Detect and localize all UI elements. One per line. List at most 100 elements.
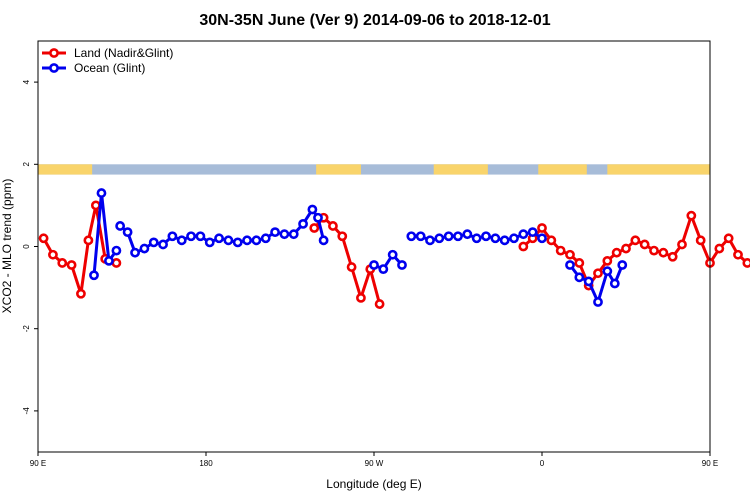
data-point (443, 231, 454, 242)
series-land (38, 200, 750, 309)
data-point (186, 231, 196, 242)
ocean-band (38, 164, 710, 175)
x-axis-label: Longitude (deg E) (326, 477, 421, 491)
data-point (639, 239, 650, 250)
data-point (490, 233, 501, 244)
data-point (593, 268, 603, 279)
data-point (309, 223, 320, 233)
y-tick-label: -2 (22, 325, 31, 333)
data-point (195, 231, 206, 242)
data-point (415, 231, 426, 242)
data-point (667, 251, 678, 262)
y-tick-label: 0 (22, 244, 31, 249)
data-point (115, 221, 126, 231)
data-point (425, 235, 435, 246)
data-point (337, 231, 348, 242)
data-point (346, 262, 357, 272)
data-point (518, 241, 529, 252)
data-point (602, 266, 613, 277)
data-point (167, 231, 178, 242)
data-point (242, 235, 252, 246)
data-point (148, 237, 159, 248)
land-band-segment (433, 164, 488, 175)
data-point (66, 260, 77, 270)
data-point (139, 243, 150, 254)
data-point (481, 231, 491, 242)
data-point (630, 235, 641, 246)
data-point (406, 231, 417, 242)
data-point (38, 233, 49, 244)
data-point (602, 255, 613, 266)
data-point (111, 258, 122, 268)
data-point (695, 235, 706, 246)
data-point (742, 258, 750, 268)
data-point (537, 223, 547, 233)
series-line (92, 191, 118, 276)
y-tick-label: -4 (22, 407, 31, 415)
data-point (499, 235, 510, 246)
x-tick-label: 90 E (30, 459, 46, 468)
y-tick-label: 2 (22, 162, 31, 167)
data-point (57, 258, 68, 268)
data-point (593, 297, 603, 307)
data-point (397, 260, 407, 270)
data-point (555, 245, 566, 256)
data-point (223, 235, 234, 246)
data-point (583, 276, 594, 287)
data-point (313, 212, 323, 223)
data-point (48, 249, 58, 260)
data-point (76, 288, 86, 299)
data-point (96, 188, 107, 198)
data-point (518, 229, 529, 240)
data-point (307, 204, 318, 215)
x-tick-label: 90 W (365, 459, 384, 468)
data-point (374, 299, 385, 309)
data-point (204, 237, 215, 248)
land-band-segment (316, 164, 361, 175)
data-point (130, 247, 140, 258)
data-point (677, 239, 687, 250)
land-ocean-mask-band (38, 164, 710, 175)
data-point (649, 245, 659, 256)
data-point (565, 260, 575, 270)
legend-swatch-marker (49, 48, 59, 58)
x-axis: 90 E 180 90 W 0 90 E (30, 452, 718, 468)
data-point (89, 270, 99, 281)
series-ocean (89, 188, 628, 307)
data-point (434, 233, 445, 244)
data-point (658, 247, 669, 258)
data-point (176, 235, 187, 246)
data-point (251, 235, 262, 246)
legend: Land (Nadir&Glint)Ocean (Glint) (42, 46, 173, 75)
data-point (369, 260, 379, 270)
x-tick-label: 0 (540, 459, 545, 468)
data-point (453, 231, 463, 242)
data-point (714, 243, 725, 254)
data-point (90, 200, 101, 211)
data-point (733, 249, 743, 260)
land-band-segment (607, 164, 710, 175)
land-band-segment (538, 164, 587, 175)
x-tick-label: 180 (199, 459, 213, 468)
series-line (373, 253, 404, 271)
data-point (546, 235, 557, 246)
data-point (609, 278, 620, 289)
data-point (318, 235, 329, 246)
data-point (122, 227, 133, 238)
data-point (260, 233, 271, 244)
data-point (574, 258, 585, 268)
data-point (378, 264, 389, 275)
data-point (328, 221, 338, 231)
data-point (232, 237, 243, 248)
data-point (279, 229, 290, 240)
data-point (83, 235, 94, 246)
data-point (509, 233, 519, 244)
legend-label: Ocean (Glint) (74, 61, 145, 75)
data-point (298, 218, 308, 229)
data-point (537, 233, 547, 244)
data-point (214, 233, 224, 244)
legend-item: Land (Nadir&Glint) (42, 46, 173, 60)
data-point (462, 229, 473, 240)
data-point (617, 260, 628, 270)
